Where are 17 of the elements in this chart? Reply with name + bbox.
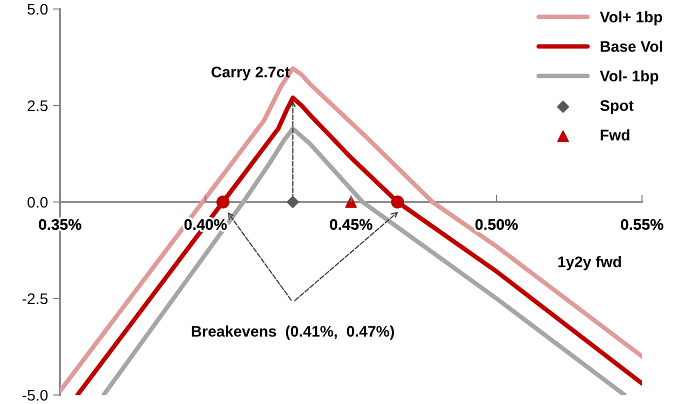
x-tick-label: 0.50% <box>475 219 518 230</box>
y-tick-label: -2.5 <box>22 293 48 304</box>
legend-label: Fwd <box>600 129 630 140</box>
x-axis-title: 1y2y fwd <box>558 256 621 270</box>
y-tick-label: 0.0 <box>28 196 48 208</box>
x-tick-label: 0.35% <box>38 219 82 230</box>
y-tick-label: 5.0 <box>28 4 48 15</box>
x-tick-label: 0.45% <box>330 219 372 230</box>
legend-label: Base Vol <box>600 40 662 52</box>
y-tick-label: -5.0 <box>22 390 48 401</box>
y-tick-label: 2.5 <box>28 100 48 112</box>
annotation: Breakevens (0.41%, 0.47%) <box>192 326 394 340</box>
legend-label: Vol- 1bp <box>600 70 658 84</box>
legend-label: Spot <box>600 100 634 114</box>
annotation: Carry 2.7ct <box>212 66 290 80</box>
x-tick-label: 0.55% <box>620 219 664 230</box>
legend-label: Vol+ 1bp <box>600 11 662 26</box>
